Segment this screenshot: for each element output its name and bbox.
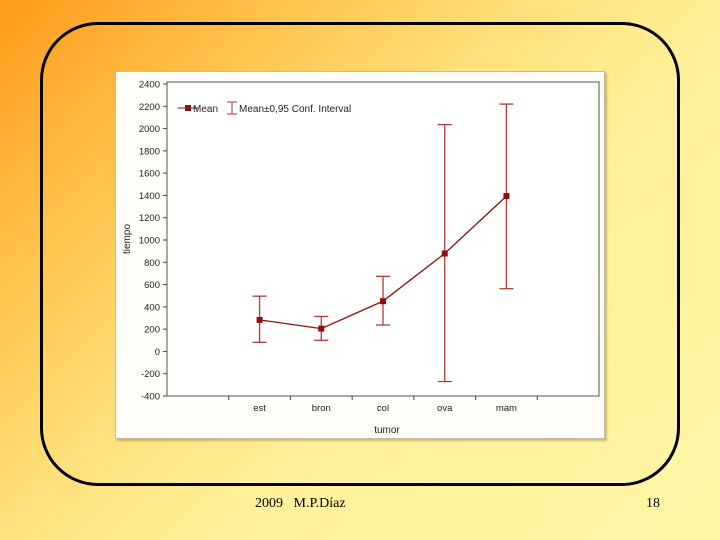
y-tick-label: 400 [144, 302, 160, 313]
legend-ci-label: Mean±0,95 Conf. Interval [239, 104, 351, 115]
legend: Mean Mean±0,95 Conf. Interval [178, 101, 351, 115]
y-tick-label: 1200 [139, 213, 160, 224]
y-tick-label: -200 [141, 369, 160, 380]
x-tick-label: ova [437, 403, 453, 414]
x-axis: est bron col ova mam [228, 396, 538, 414]
y-tick-label: 1000 [139, 236, 160, 247]
mean-point [380, 298, 386, 305]
chart-svg: 2400220020001800160014001200100080060040… [122, 80, 600, 436]
y-tick-label: 1400 [139, 191, 160, 202]
x-tick-label: col [377, 403, 389, 414]
y-tick-label: 2400 [139, 80, 160, 91]
mean-point [318, 325, 325, 332]
y-tick-label: 2200 [139, 102, 160, 113]
y-tick-label: -400 [141, 392, 160, 403]
y-tick-label: 200 [144, 325, 160, 336]
y-tick-label: 2000 [139, 124, 160, 135]
plot-area [166, 81, 600, 397]
page-number: 18 [646, 496, 660, 511]
y-tick-label: 0 [155, 347, 160, 358]
y-axis-label: tiempo [122, 224, 133, 254]
y-tick-label: 600 [144, 280, 160, 291]
x-tick-label: mam [496, 403, 517, 414]
x-axis-label: tumor [374, 425, 400, 436]
y-tick-label: 1600 [139, 169, 160, 180]
chart-panel: 2400 2200 2000 1800 1600 1400 1200 1000 800 600 40… [115, 71, 605, 439]
y-axis: 2400220020001800160014001200100080060040… [139, 80, 167, 403]
slide-frame [40, 22, 680, 486]
x-tick-label: est [253, 403, 266, 414]
legend-mean-marker [185, 105, 191, 111]
mean-point [441, 250, 448, 257]
footer-author: 2009 M.P.Díaz [255, 496, 346, 511]
y-tick-label: 1800 [139, 146, 160, 157]
legend-mean-label: Mean [193, 104, 218, 115]
x-tick-label: bron [312, 403, 331, 414]
mean-point [503, 193, 510, 200]
series-group [252, 103, 514, 383]
mean-point [256, 316, 263, 323]
y-tick-label: 800 [144, 258, 160, 269]
